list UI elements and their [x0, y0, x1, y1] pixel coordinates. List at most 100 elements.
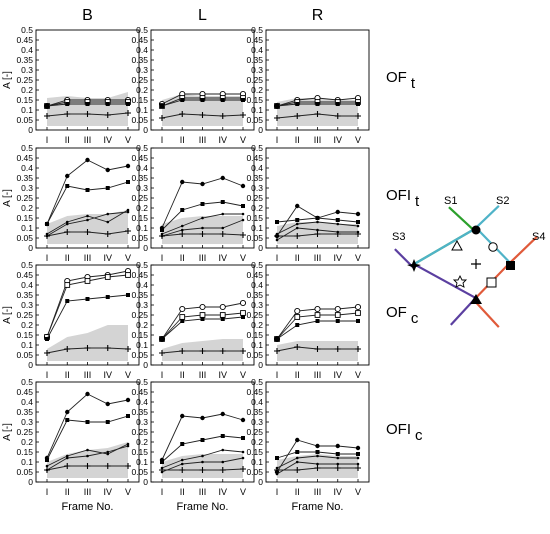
- marker-filled-square: [295, 323, 300, 327]
- marker-filled-square: [356, 319, 360, 323]
- x-tick-label: III: [314, 370, 322, 380]
- marker-small-dot: [180, 224, 184, 228]
- y-tick-label: 0.15: [131, 330, 148, 340]
- y-tick-label: 0.15: [131, 95, 148, 105]
- y-tick-label: 0.35: [16, 407, 33, 417]
- y-tick-label: 0.15: [16, 447, 33, 457]
- sensor-line-S4-tail: [474, 300, 500, 328]
- x-tick-label: I: [276, 135, 279, 145]
- marker-plus: [104, 345, 111, 351]
- marker-filled-square: [45, 104, 49, 108]
- marker-filled-circle: [180, 413, 185, 419]
- chart-panel-1: 00.050.10.150.20.250.30.350.40.450.5I II I…: [131, 25, 255, 145]
- marker-small-dot: [180, 462, 184, 466]
- y-tick-label: 0.1: [21, 105, 33, 115]
- y-tick-label: 0.3: [21, 417, 33, 427]
- marker-filled-square: [275, 456, 279, 460]
- y-tick-label: 0.05: [246, 233, 263, 243]
- y-tick-label: 0.05: [16, 467, 33, 477]
- x-tick-label: IV: [218, 135, 227, 145]
- y-tick-label: 0.2: [21, 85, 33, 95]
- marker-open-square: [219, 312, 226, 318]
- x-tick-label: V: [240, 253, 246, 263]
- x-tick-label: III: [84, 487, 92, 497]
- marker-small-dot: [275, 472, 279, 476]
- y-tick-label: 0.35: [131, 407, 148, 417]
- series-2: [160, 98, 245, 108]
- marker-small-dot: [221, 226, 225, 230]
- chart-panel-4: 00.050.10.150.20.250.30.350.40.450.5I II I…: [131, 143, 255, 263]
- y-tick-label: 0.2: [251, 320, 263, 330]
- row-label-1: OFI t: [386, 187, 420, 210]
- y-tick-label: 0.4: [251, 163, 263, 173]
- marker-plus: [334, 465, 341, 471]
- marker-plus: [64, 229, 71, 235]
- x-tick-label: V: [240, 487, 246, 497]
- marker-small-dot: [126, 444, 130, 448]
- marker-filled-square: [180, 208, 185, 212]
- marker-plus: [274, 348, 280, 354]
- y-tick-label: 0.25: [246, 310, 263, 320]
- marker-filled-square: [105, 420, 110, 424]
- y-tick-label: 0.05: [246, 115, 263, 125]
- series-2: [45, 102, 130, 108]
- x-tick-label: I: [161, 135, 164, 145]
- y-tick-label: 0: [28, 477, 33, 487]
- marker-plus: [64, 463, 71, 469]
- marker-filled-square: [335, 319, 340, 323]
- marker-plus: [219, 467, 226, 473]
- y-tick-label: 0.3: [21, 300, 33, 310]
- marker-filled-square: [315, 450, 320, 454]
- y-tick-label: 0.5: [21, 25, 33, 35]
- marker-open-square: [64, 282, 71, 288]
- marker-plus: [355, 346, 361, 352]
- y-tick-label: 0.5: [21, 143, 33, 153]
- y-tick-label: 0.2: [136, 320, 148, 330]
- y-tick-label: 0.4: [251, 280, 263, 290]
- marker-plus: [125, 228, 131, 234]
- marker-filled-square: [105, 295, 110, 299]
- y-tick-label: 0.5: [251, 377, 263, 387]
- y-axis-label: A [-]: [2, 71, 13, 89]
- marker-small-dot: [241, 218, 245, 222]
- marker-plus: [274, 115, 280, 121]
- marker-small-dot: [316, 454, 319, 458]
- marker-plus: [64, 111, 71, 117]
- series-1: [160, 434, 245, 464]
- x-tick-label: I: [276, 370, 279, 380]
- marker-plus: [125, 463, 131, 469]
- x-tick-label: IV: [103, 487, 112, 497]
- marker-plus: [294, 113, 301, 119]
- series-2: [160, 212, 245, 236]
- marker-plus: [274, 467, 280, 473]
- y-tick-label: 0.05: [131, 233, 148, 243]
- marker-filled-square: [241, 315, 245, 319]
- marker-filled-square: [220, 317, 225, 321]
- marker-filled-square: [275, 104, 279, 108]
- sensor-line-S1: [448, 206, 476, 232]
- series-3: [44, 110, 131, 119]
- y-tick-label: 0.35: [16, 290, 33, 300]
- marker-small-dot: [336, 222, 340, 226]
- x-tick-label: V: [355, 253, 361, 263]
- y-tick-label: 0.4: [136, 280, 148, 290]
- chart-panel-0: 00.050.10.150.20.250.30.350.40.450.5I II I…: [2, 25, 140, 145]
- marker-small-dot: [295, 222, 299, 226]
- marker-plus: [104, 231, 111, 237]
- y-tick-label: 0.35: [246, 290, 263, 300]
- y-tick-label: 0.4: [21, 397, 33, 407]
- chart-panel-5: 00.050.10.150.20.250.30.350.40.450.5I II I…: [246, 143, 370, 263]
- series-3: [274, 111, 361, 121]
- y-tick-label: 0.25: [246, 193, 263, 203]
- marker-filled-square: [105, 186, 110, 190]
- marker-filled-square: [160, 460, 164, 464]
- marker-open-square: [294, 314, 301, 320]
- marker-small-dot: [180, 228, 184, 232]
- y-tick-label: 0.25: [131, 193, 148, 203]
- y-tick-label: 0.1: [251, 105, 263, 115]
- x-tick-label: III: [199, 253, 207, 263]
- y-tick-label: 0.3: [136, 183, 148, 193]
- y-tick-label: 0.2: [251, 203, 263, 213]
- series-3: [160, 456, 245, 474]
- y-tick-label: 0.4: [251, 397, 263, 407]
